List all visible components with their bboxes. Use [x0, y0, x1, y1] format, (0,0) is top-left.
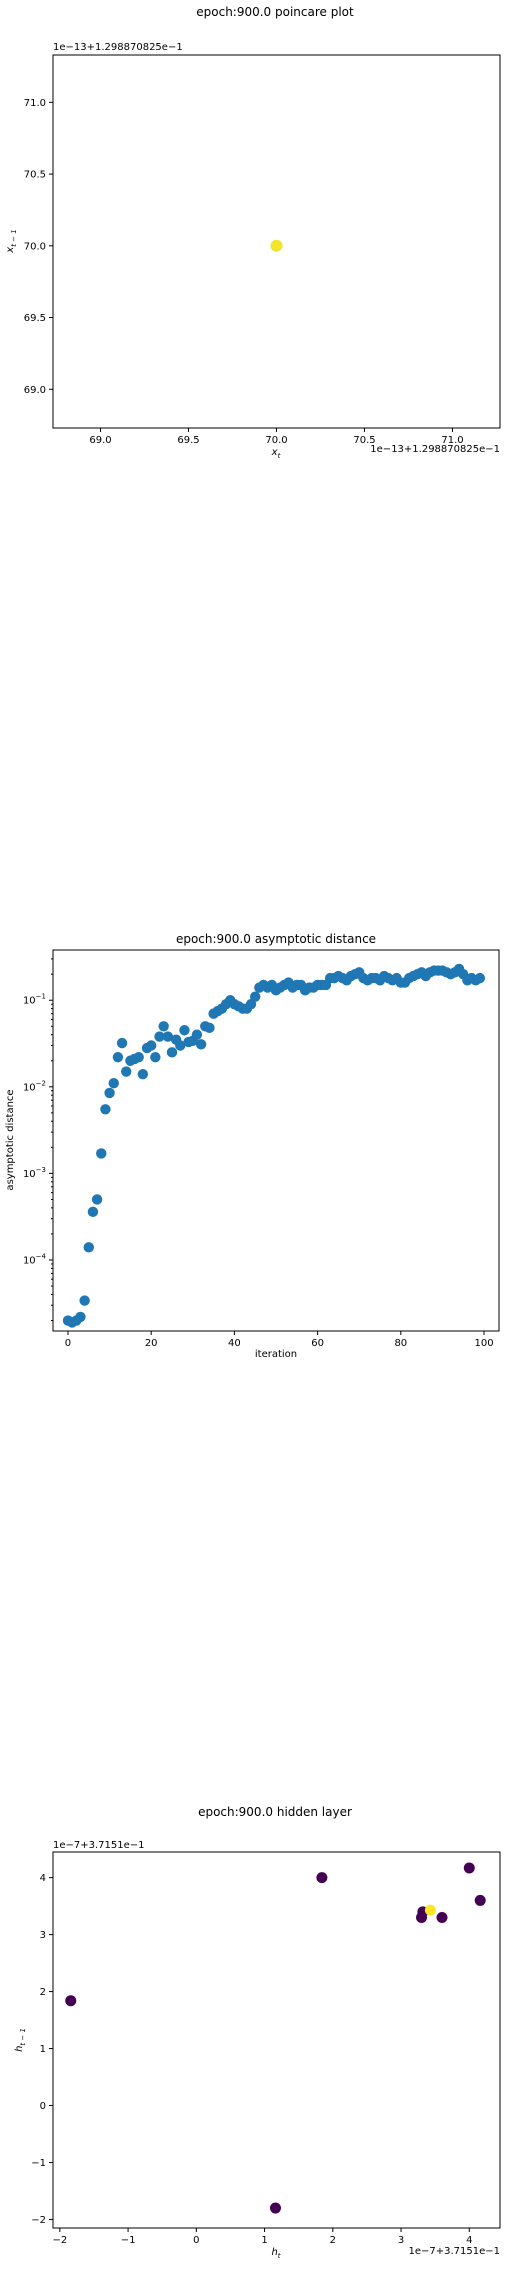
hidden-layer-chart: epoch:900.0 hidden layer 1e−7+3.7151e−1 … — [14, 1805, 501, 2260]
x-tick-label: 40 — [228, 1338, 241, 1349]
asymptotic-point — [166, 1047, 178, 1058]
x-tick-label: 100 — [474, 1338, 493, 1349]
x-tick-label: 4 — [466, 2235, 472, 2246]
asymptotic-point — [121, 1066, 132, 1077]
hidden-y-ticks: −2 −1 0 1 2 3 4 — [31, 1873, 53, 2226]
asymptotic-point — [112, 1051, 124, 1063]
y-tick-label: −2 — [31, 2215, 46, 2226]
poincare-point — [270, 239, 283, 252]
y-tick-label: 71.0 — [24, 98, 46, 109]
hidden-point-purple — [316, 1872, 328, 1884]
asymptotic-chart: epoch:900.0 asymptotic distance 0 20 40 60 8… — [5, 932, 500, 1360]
hidden-y-offset: 1e−7+3.7151e−1 — [53, 1840, 145, 1851]
asymptotic-point — [133, 1051, 144, 1063]
hidden-x-ticks: −2 −1 0 1 2 3 4 — [52, 2228, 472, 2246]
poincare-x-ticks: 69.0 69.5 70.0 70.5 71.0 — [89, 428, 464, 446]
asymptotic-point — [249, 991, 261, 1002]
asymptotic-x-ticks: 0 20 40 60 80 100 — [65, 1331, 494, 1349]
hidden-title: epoch:900.0 hidden layer — [198, 1805, 352, 1819]
x-tick-label: 69.0 — [89, 435, 111, 446]
x-tick-label: 60 — [311, 1338, 324, 1349]
asymptotic-point — [162, 1031, 174, 1042]
poincare-y-ticks: 69.0 69.5 70.0 70.5 71.0 — [24, 98, 53, 396]
asymptotic-plot-area — [52, 949, 500, 1332]
asymptotic-point — [96, 1148, 107, 1159]
x-tick-label: −1 — [121, 2235, 136, 2246]
asymptotic-point — [474, 972, 486, 984]
y-tick-label: 4 — [40, 1873, 46, 1884]
asymptotic-point — [179, 1025, 190, 1036]
hidden-y-label: ht − 1 — [14, 2028, 27, 2052]
x-tick-label: 71.0 — [441, 435, 463, 446]
y-tick-label: 2 — [40, 1987, 46, 1998]
hidden-point-purple — [269, 2202, 281, 2214]
y-tick-label: 70.0 — [24, 241, 46, 252]
poincare-y-label: xt − 1 — [5, 229, 18, 253]
asymptotic-point — [204, 1022, 215, 1034]
asymptotic-point — [75, 1311, 86, 1323]
asymptotic-point — [195, 1039, 207, 1050]
hidden-point-purple — [463, 1862, 475, 1874]
y-tick-label: 69.5 — [24, 313, 46, 324]
x-tick-label: 0 — [193, 2235, 199, 2246]
asymptotic-point — [145, 1040, 157, 1051]
asymptotic-points — [62, 963, 486, 1328]
x-tick-label: 80 — [394, 1338, 407, 1349]
poincare-x-label: xt — [271, 447, 281, 460]
x-tick-label: 70.0 — [265, 435, 287, 446]
hidden-point-yellow — [424, 1904, 436, 1916]
asymptotic-point — [191, 1029, 203, 1040]
asymptotic-x-label: iteration — [255, 1349, 297, 1360]
poincare-points — [270, 239, 283, 252]
hidden-point-purple — [436, 1912, 448, 1924]
y-tick-label: 69.0 — [24, 385, 46, 396]
y-tick-label: 10−1 — [23, 993, 46, 1007]
y-tick-label: 1 — [40, 2044, 46, 2055]
hidden-point-purple — [65, 1995, 77, 2007]
hidden-x-offset: 1e−7+3.7151e−1 — [408, 2246, 500, 2257]
asymptotic-point — [104, 1087, 115, 1099]
y-tick-label: 3 — [40, 1930, 46, 1941]
y-tick-label: −1 — [31, 2158, 46, 2169]
asymptotic-point — [87, 1206, 99, 1218]
asymptotic-y-label: asymptotic distance — [5, 1089, 16, 1190]
x-tick-label: 20 — [145, 1338, 158, 1349]
asymptotic-point — [79, 1295, 90, 1306]
hidden-points — [65, 1862, 486, 2214]
x-tick-label: 3 — [398, 2235, 404, 2246]
y-tick-label: 10−4 — [23, 1252, 47, 1266]
hidden-plot-area — [52, 1851, 501, 2229]
asymptotic-point — [158, 1021, 169, 1032]
asymptotic-point — [175, 1040, 186, 1051]
asymptotic-point — [100, 1104, 111, 1115]
x-tick-label: 2 — [330, 2235, 336, 2246]
poincare-chart: epoch:900.0 poincare plot 1e−13+1.298870… — [5, 5, 501, 460]
y-tick-label: 10−2 — [23, 1079, 46, 1093]
x-tick-label: 1 — [261, 2235, 267, 2246]
poincare-y-offset: 1e−13+1.298870825e−1 — [53, 42, 183, 53]
x-tick-label: 69.5 — [177, 435, 199, 446]
y-tick-label: 70.5 — [24, 170, 46, 181]
y-tick-label: 0 — [40, 2101, 46, 2112]
x-tick-label: −2 — [52, 2235, 67, 2246]
x-tick-label: 70.5 — [353, 435, 375, 446]
poincare-x-offset: 1e−13+1.298870825e−1 — [370, 444, 500, 455]
asymptotic-point — [150, 1051, 161, 1063]
asymptotic-y-ticks: 10−4 10−3 10−2 10−1 — [23, 958, 53, 1322]
asymptotic-point — [108, 1078, 119, 1089]
asymptotic-point — [154, 1031, 165, 1042]
asymptotic-point — [83, 1242, 94, 1253]
asymptotic-point — [116, 1037, 128, 1049]
poincare-title: epoch:900.0 poincare plot — [196, 5, 354, 19]
asymptotic-point — [91, 1194, 103, 1205]
y-tick-label: 10−3 — [23, 1166, 46, 1180]
asymptotic-title: epoch:900.0 asymptotic distance — [176, 932, 376, 946]
x-tick-label: 0 — [65, 1338, 71, 1349]
hidden-x-label: ht — [271, 2247, 280, 2260]
hidden-point-purple — [474, 1894, 486, 1906]
asymptotic-point — [137, 1068, 149, 1080]
